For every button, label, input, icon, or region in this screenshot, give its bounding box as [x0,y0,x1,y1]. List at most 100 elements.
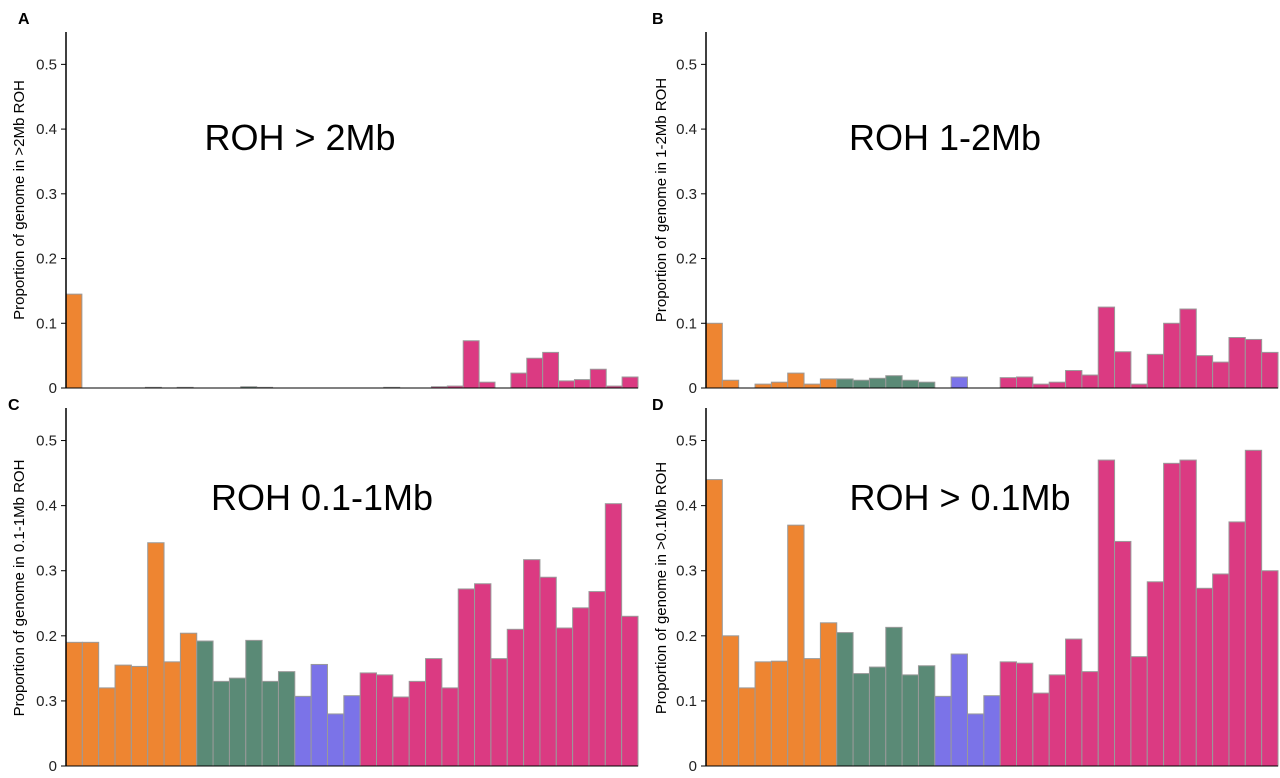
bar [621,615,639,767]
bar [310,663,328,767]
bar [819,378,838,389]
y-tick-label: 0.3 [36,186,57,203]
bar [1065,370,1083,389]
bar [343,695,361,767]
y-tick-label: 0 [689,380,697,397]
bar [457,588,476,767]
y-tick-label: 0.1 [36,315,57,332]
panel-letter: A [18,11,30,28]
y-tick-label: 0.5 [36,56,57,73]
bar [604,503,623,767]
y-tick-label: 0.5 [676,433,697,450]
y-tick-label: 0.5 [36,433,57,450]
bar [917,665,936,767]
bar [1114,540,1132,767]
bar [1146,353,1165,389]
y-tick-label: 0.3 [676,563,697,580]
bar [999,377,1018,389]
bar [901,379,919,389]
bar [770,381,789,389]
bar [705,322,723,389]
y-tick-label: 0 [689,758,697,773]
bar [510,372,528,389]
bar [1244,338,1263,389]
bar [474,583,492,767]
bar [819,622,838,767]
bar [462,340,480,389]
bar [999,661,1018,767]
bar [558,380,575,389]
bar [98,687,116,767]
bar [81,641,100,767]
bar [588,591,606,767]
bar [1212,573,1230,767]
bar [589,368,607,389]
y-axis-label: Proportion of genome in 1-2Mb ROH [653,78,670,322]
bar [376,674,394,767]
panel-title: ROH > 0.1Mb [849,477,1070,518]
panel-letter: D [652,397,664,414]
y-tick-label: 0.4 [36,121,57,138]
bar [539,576,557,767]
y-tick-label: 0.2 [676,628,697,645]
bar [1261,570,1279,767]
bar [1163,462,1181,767]
bar [1048,674,1067,767]
bar [441,687,459,767]
bar [803,383,821,389]
y-axis-label: Proportion of genome in >2Mb ROH [11,80,28,320]
panel-title: ROH > 2Mb [204,117,395,158]
bar [114,664,132,767]
bar [1179,308,1197,389]
y-axis-label: Proportion of genome in 0.1-1Mb ROH [11,460,28,717]
bar [885,375,903,389]
bar [787,372,805,389]
bar [179,632,198,767]
bar [1130,383,1148,389]
y-tick-label: 0.4 [36,498,57,515]
bar [425,658,443,767]
bar [163,661,181,767]
bar [1228,521,1246,767]
bar [408,680,427,767]
bar [950,376,968,389]
bar [803,658,821,767]
y-tick-label: 0.3 [36,563,57,580]
bar [1163,322,1181,389]
bar [542,351,560,389]
bar [277,671,296,767]
bar [392,696,410,767]
panel-title: ROH 1-2Mb [849,117,1041,158]
y-tick-label: 0 [49,758,57,773]
panel-letter: B [652,11,664,28]
bar [1048,381,1067,389]
y-axis-label: Proportion of genome in >0.1Mb ROH [653,462,670,714]
bar [212,680,230,767]
bar [478,381,496,389]
bar [868,377,887,389]
bar [721,379,740,389]
y-tick-label: 0.2 [36,251,57,268]
bar [836,378,854,389]
bar [245,639,263,767]
bar [983,695,1001,767]
y-tick-label: 0.2 [676,251,697,268]
bar [1195,355,1214,389]
panel-letter: C [8,397,20,414]
bar [738,687,756,767]
y-tick-label: 0.5 [676,56,697,73]
bar [1032,692,1050,767]
bar [705,479,723,767]
bar [228,677,247,767]
y-tick-label: 0.3 [676,186,697,203]
bar [1244,449,1263,767]
bar [966,713,985,767]
bar [1016,376,1034,389]
bar [787,524,805,767]
bar [1146,581,1165,767]
bar [934,695,952,767]
bar [490,658,508,767]
bar [261,680,279,767]
bar [526,357,544,389]
